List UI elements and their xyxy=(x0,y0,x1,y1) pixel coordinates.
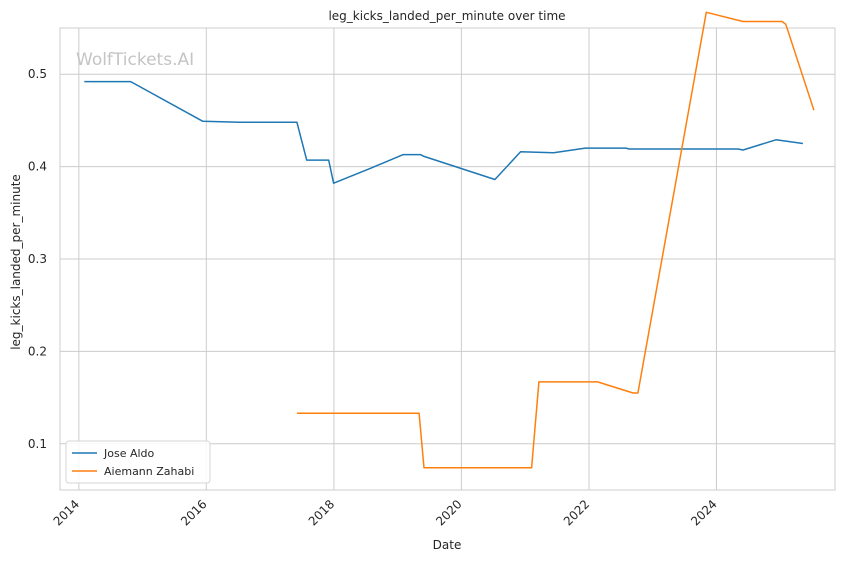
x-axis-label: Date xyxy=(433,538,462,552)
x-tick-label-2018: 2018 xyxy=(306,497,337,528)
watermark: WolfTickets.AI xyxy=(76,50,194,70)
legend: Jose Aldo Aiemann Zahabi xyxy=(65,440,211,484)
plot-frame xyxy=(59,27,836,491)
series-layer xyxy=(84,11,815,469)
x-tick-label-2016: 2016 xyxy=(178,497,209,528)
chart-title: leg_kicks_landed_per_minute over time xyxy=(328,9,565,23)
series-line-aiemann-zahabi xyxy=(296,11,815,469)
x-tick-label-2022: 2022 xyxy=(561,497,592,528)
legend-box xyxy=(65,440,211,484)
y-axis-label: leg_kicks_landed_per_minute xyxy=(9,174,23,350)
y-tick-label-0-1: 0.1 xyxy=(28,437,47,451)
y-gridlines xyxy=(60,73,835,445)
y-tick-label-0-2: 0.2 xyxy=(28,344,47,358)
legend-label-jose-aldo: Jose Aldo xyxy=(103,447,155,460)
y-tick-label-0-4: 0.4 xyxy=(28,160,47,174)
x-tick-labels: 2014 2016 2018 2020 2022 2024 xyxy=(51,497,720,528)
y-tick-label-0-5: 0.5 xyxy=(28,67,47,81)
y-tick-label-0-3: 0.3 xyxy=(28,252,47,266)
y-tick-labels: 0.1 0.2 0.3 0.4 0.5 xyxy=(28,67,47,451)
legend-label-aiemann-zahabi: Aiemann Zahabi xyxy=(104,465,194,478)
series-line-jose-aldo xyxy=(84,80,804,184)
x-tick-label-2024: 2024 xyxy=(688,497,719,528)
x-tick-label-2020: 2020 xyxy=(433,497,464,528)
x-tick-label-2014: 2014 xyxy=(51,497,82,528)
